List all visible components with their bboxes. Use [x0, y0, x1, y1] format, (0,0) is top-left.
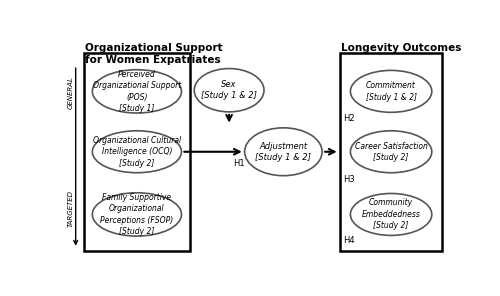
Ellipse shape — [92, 193, 182, 236]
Text: H3: H3 — [344, 175, 355, 184]
Text: H4: H4 — [344, 236, 355, 245]
Ellipse shape — [244, 128, 322, 176]
Text: TARGETED: TARGETED — [68, 190, 74, 227]
Text: Family Supportive
Organizational
Perceptions (FSOP)
[Study 2]: Family Supportive Organizational Percept… — [100, 193, 174, 236]
Ellipse shape — [92, 70, 182, 113]
Text: Organizational Support
for Women Expatriates: Organizational Support for Women Expatri… — [85, 44, 222, 65]
Text: Organizational Cultural
Intelligence (OCQ)
[Study 2]: Organizational Cultural Intelligence (OC… — [93, 136, 181, 168]
Text: Longevity Outcomes: Longevity Outcomes — [340, 44, 461, 54]
Ellipse shape — [92, 131, 182, 173]
Ellipse shape — [350, 194, 432, 235]
FancyBboxPatch shape — [84, 53, 190, 251]
Text: GENERAL: GENERAL — [68, 76, 74, 109]
Text: Community
Embeddedness
[Study 2]: Community Embeddedness [Study 2] — [362, 199, 420, 230]
Text: H2: H2 — [344, 114, 355, 123]
Text: Adjustment
[Study 1 & 2]: Adjustment [Study 1 & 2] — [256, 141, 312, 162]
FancyBboxPatch shape — [340, 53, 442, 251]
Text: Sex
[Study 1 & 2]: Sex [Study 1 & 2] — [201, 80, 257, 100]
Ellipse shape — [350, 131, 432, 173]
Text: H1: H1 — [233, 159, 244, 168]
Text: Commitment
[Study 1 & 2]: Commitment [Study 1 & 2] — [366, 81, 416, 102]
Text: Perceived
Organizational Support
(POS)
[Study 1]: Perceived Organizational Support (POS) [… — [93, 70, 181, 113]
Ellipse shape — [350, 70, 432, 112]
Ellipse shape — [194, 69, 264, 112]
Text: Career Satisfaction
[Study 2]: Career Satisfaction [Study 2] — [354, 141, 428, 162]
